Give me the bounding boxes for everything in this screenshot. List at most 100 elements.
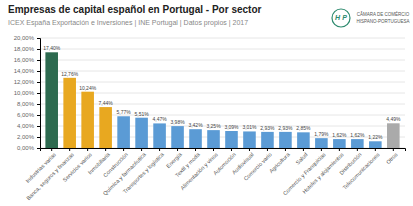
y-tick-mark: [37, 38, 40, 39]
x-tick-mark: [357, 148, 358, 151]
logo-circle: [332, 9, 350, 27]
y-tick: 6,00%: [17, 112, 40, 118]
y-tick-mark: [37, 115, 40, 116]
data-label: 3,42%: [188, 122, 203, 128]
x-tick-mark: [303, 148, 304, 151]
y-tick-mark: [37, 126, 40, 127]
x-tick-label: Otros: [385, 151, 399, 165]
bar: [333, 139, 346, 148]
y-tick-label: 6,00%: [17, 112, 35, 118]
y-tick-mark: [37, 60, 40, 61]
x-tick-label: Salud: [295, 151, 309, 165]
bar: [315, 138, 328, 148]
data-label: 4,47%: [152, 116, 167, 122]
bar: [135, 118, 148, 148]
grid-line: [40, 38, 405, 39]
data-label: 12,76%: [61, 71, 79, 77]
y-axis: 0,00% 2,00% 4,00% 6,00% 8,00% 10,00% 12,00% 14,…: [14, 35, 41, 151]
annotation: HISPANO-PORTUGUESA: [357, 19, 410, 24]
data-label: 10,24%: [79, 85, 97, 91]
plot: 17,40%12,76%10,24%7,44%5,77%5,51%4,47%3,…: [14, 35, 406, 201]
chart: Empresas de capital español en Portugal …: [0, 0, 413, 206]
grid-line: [40, 71, 405, 72]
x-tick: Industrias varias: [24, 148, 57, 184]
x-tick-mark: [87, 148, 88, 151]
grid: [40, 38, 405, 148]
data-label: 1,62%: [332, 132, 347, 138]
y-tick: 0,00%: [17, 145, 40, 151]
y-tick: 16,00%: [14, 57, 40, 63]
data-label: 17,40%: [43, 45, 61, 51]
logo: HPCÂMARA DE COMÉRCIOHISPANO-PORTUGUESA: [332, 9, 410, 27]
title: Empresas de capital español en Portugal …: [8, 4, 262, 15]
y-tick-label: 14,00%: [14, 68, 35, 74]
grid-line: [40, 60, 405, 61]
bar: [171, 126, 184, 148]
bar: [189, 129, 202, 148]
x-tick: Comercio vario: [242, 148, 272, 182]
y-tick: 10,00%: [14, 90, 40, 96]
x-tick-mark: [267, 148, 268, 151]
bars: [45, 52, 399, 148]
y-tick-label: 4,00%: [17, 123, 35, 129]
data-label: 2,93%: [260, 125, 275, 131]
data-label: 3,98%: [170, 119, 185, 125]
x-tick: Agricultura: [268, 148, 291, 174]
bar: [243, 131, 256, 148]
x-tick: Alimentación y vinos: [179, 148, 219, 191]
data-label: 2,93%: [278, 125, 293, 131]
y-tick-mark: [37, 104, 40, 105]
x-tick-mark: [69, 148, 70, 151]
x-tick-mark: [213, 148, 214, 151]
x-tick-mark: [393, 148, 394, 151]
x-tick-mark: [375, 148, 376, 151]
x-tick-mark: [105, 148, 106, 151]
annotation: CÂMARA DE COMÉRCIO: [357, 11, 410, 17]
data-label: 4,49%: [386, 116, 401, 122]
bar: [351, 139, 364, 148]
x-tick-label: Agricultura: [268, 151, 291, 174]
x-tick-mark: [285, 148, 286, 151]
y-tick: 8,00%: [17, 101, 40, 107]
data-label: 3,25%: [206, 123, 221, 129]
y-tick: 4,00%: [17, 123, 40, 129]
y-tick-label: 10,00%: [14, 90, 35, 96]
grid-line: [40, 93, 405, 94]
data-labels: 17,40%12,76%10,24%7,44%5,77%5,51%4,47%3,…: [43, 45, 401, 140]
bar: [63, 78, 76, 148]
y-axis-line: [37, 39, 41, 149]
y-tick: 2,00%: [17, 134, 40, 140]
bar: [279, 132, 292, 148]
y-tick-label: 0,00%: [17, 145, 35, 151]
x-axis: Industrias variasBanca, seguros y finanz…: [24, 148, 405, 201]
bar: [207, 130, 220, 148]
bar: [153, 123, 166, 148]
data-label: 5,77%: [117, 109, 132, 115]
bar: [99, 107, 112, 148]
bar: [81, 92, 94, 148]
y-tick: 12,00%: [14, 79, 40, 85]
data-label: 5,51%: [134, 111, 149, 117]
grid-line: [40, 82, 405, 83]
y-tick-label: 2,00%: [17, 134, 35, 140]
grid-line: [40, 115, 405, 116]
x-tick: Salud: [295, 148, 309, 166]
x-tick-label: Servicios varios: [62, 151, 94, 183]
y-tick-mark: [37, 71, 40, 72]
data-label: 3,09%: [224, 124, 239, 130]
bar: [387, 123, 400, 148]
bar: [297, 132, 310, 148]
data-label: 1,22%: [368, 134, 383, 140]
bar: [261, 132, 274, 148]
y-tick-label: 12,00%: [14, 79, 35, 85]
data-label: 2,85%: [296, 125, 311, 131]
x-tick-mark: [159, 148, 160, 151]
bar: [225, 131, 238, 148]
y-tick-mark: [37, 93, 40, 94]
bar: [369, 141, 382, 148]
y-tick-mark: [37, 148, 40, 149]
x-tick: Servicios varios: [62, 148, 94, 183]
x-tick-label: Telecomunicaciones: [341, 151, 380, 190]
x-tick: Transportes y logística: [122, 148, 166, 195]
x-axis-line: [41, 149, 406, 152]
